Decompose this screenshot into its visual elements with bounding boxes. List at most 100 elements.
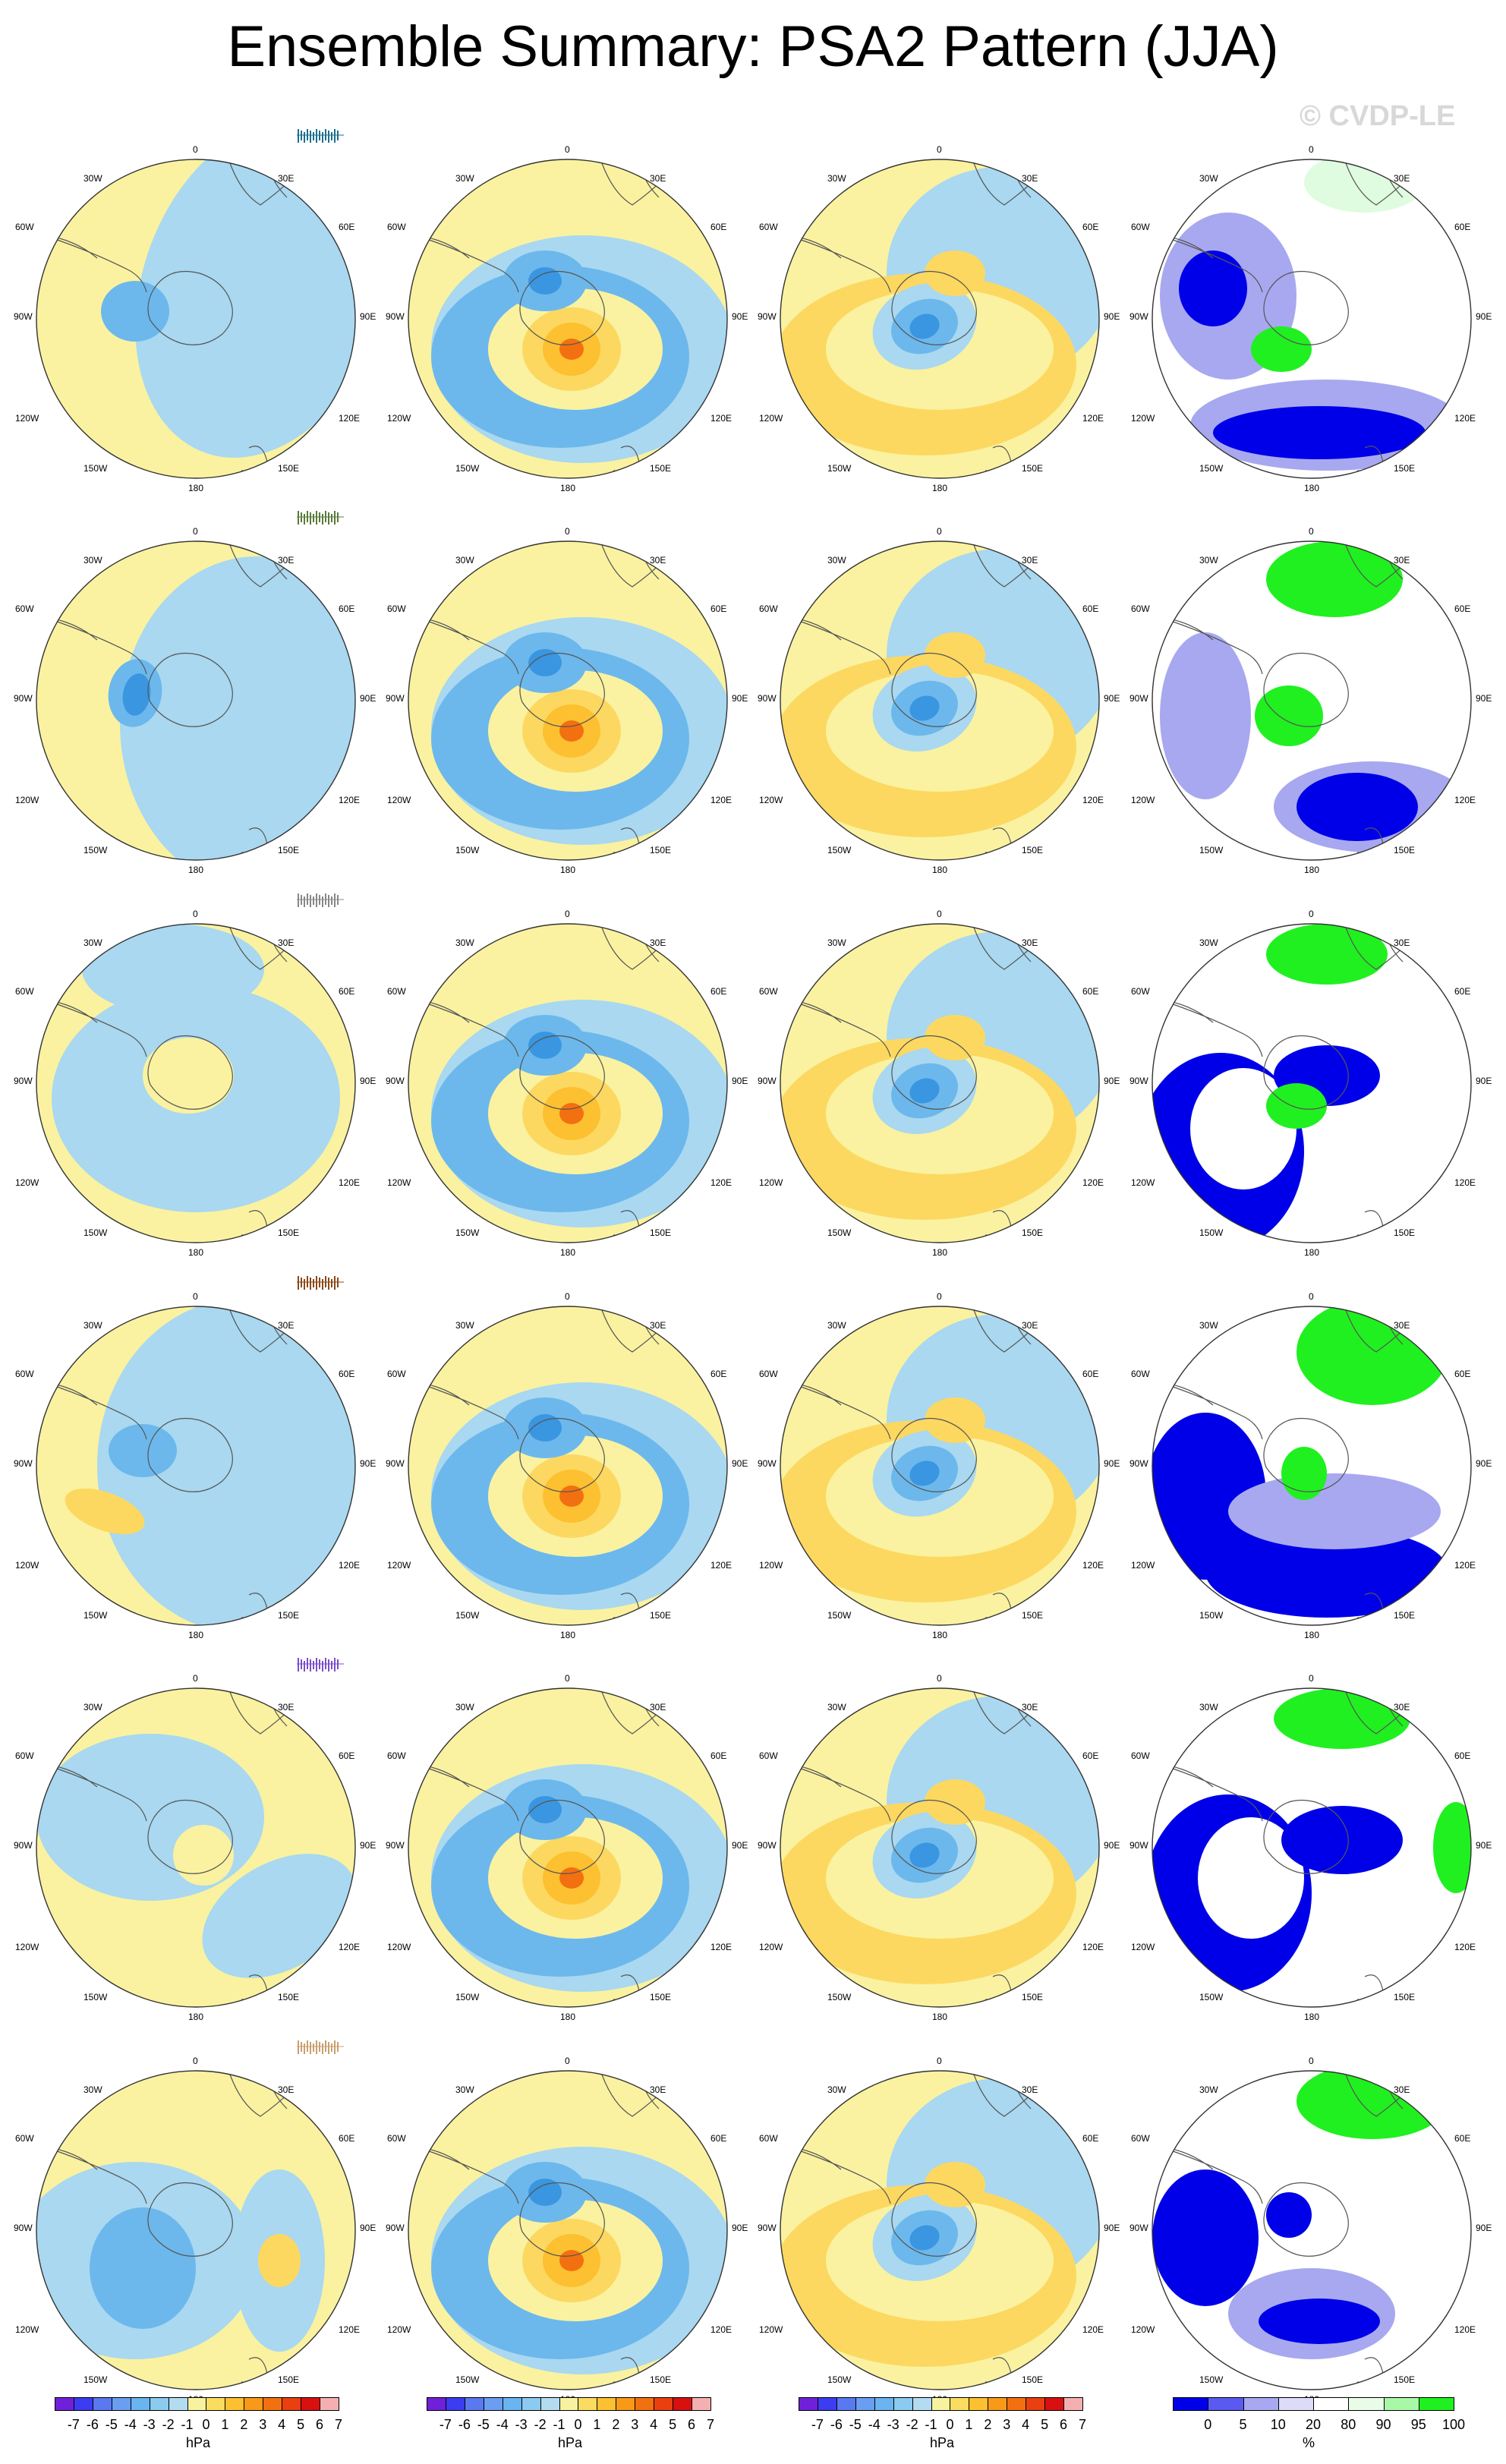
lon-label-w1: 30W bbox=[83, 1320, 102, 1331]
map-border bbox=[780, 159, 1100, 479]
map-border bbox=[1152, 2070, 1472, 2390]
lon-label-w2: 60W bbox=[759, 1369, 778, 1379]
colorbar-tick: -5 bbox=[849, 2417, 862, 2432]
lon-label-e1: 30E bbox=[1022, 555, 1038, 566]
rank-region bbox=[1160, 632, 1251, 799]
lon-label-e2: 60E bbox=[710, 603, 727, 614]
map-border bbox=[36, 159, 356, 479]
lon-label-e3: 90E bbox=[1476, 1076, 1492, 1086]
lon-label-w1: 30W bbox=[1199, 1702, 1218, 1713]
colorbar-swatch bbox=[1007, 2397, 1027, 2411]
lon-label-s: 180 bbox=[560, 865, 576, 875]
colorbar-swatch bbox=[187, 2397, 207, 2411]
lon-label-w4: 120W bbox=[387, 1942, 411, 1952]
field-blob bbox=[90, 2207, 196, 2329]
colorbar-tick: 3 bbox=[631, 2417, 639, 2432]
lon-label-e5: 150E bbox=[278, 2374, 300, 2385]
colorbar-tick: 1 bbox=[965, 2417, 973, 2432]
map-border bbox=[408, 923, 728, 1243]
lon-label-w4: 120W bbox=[387, 413, 411, 424]
lon-label-e3: 90E bbox=[360, 693, 376, 704]
lon-label-e2: 60E bbox=[1454, 222, 1471, 232]
lon-label-e3: 90E bbox=[732, 2223, 748, 2233]
colorbar-tick: -6 bbox=[86, 2417, 99, 2432]
lon-label-w2: 60W bbox=[1131, 603, 1150, 614]
rank-region bbox=[1152, 1413, 1266, 1580]
lon-label-e5: 150E bbox=[1394, 463, 1416, 474]
polar-map bbox=[780, 2070, 1100, 2390]
colorbar-swatch bbox=[301, 2397, 321, 2411]
colorbar-tick: -2 bbox=[162, 2417, 175, 2432]
rank-region bbox=[1266, 924, 1388, 985]
field-blob bbox=[36, 1734, 264, 1901]
antarctica-coast bbox=[891, 2182, 977, 2257]
lon-label-e5: 150E bbox=[1394, 1992, 1416, 2002]
lon-label-w4: 120W bbox=[15, 1177, 39, 1188]
colorbar-swatch bbox=[111, 2397, 131, 2411]
lon-label-e4: 120E bbox=[710, 1560, 733, 1571]
field-blob bbox=[173, 1825, 234, 1886]
field-blob bbox=[925, 2162, 985, 2207]
field-blob bbox=[909, 314, 940, 339]
field-blob bbox=[909, 1078, 940, 1104]
lon-label-w2: 60W bbox=[759, 986, 778, 997]
antarctica-coast bbox=[1263, 2182, 1349, 2257]
lon-label-w2: 60W bbox=[759, 603, 778, 614]
lon-label-e4: 120E bbox=[1082, 1560, 1104, 1571]
colorbar-swatch bbox=[1418, 2397, 1454, 2411]
lon-label-e4: 120E bbox=[1082, 795, 1104, 805]
colorbar-tick: 3 bbox=[259, 2417, 267, 2432]
lon-label-e4: 120E bbox=[1454, 2324, 1476, 2335]
lon-label-w1: 30W bbox=[455, 937, 474, 948]
field-blob bbox=[528, 267, 562, 295]
lon-label-w4: 120W bbox=[1131, 795, 1155, 805]
lon-label-w5: 150W bbox=[827, 463, 852, 474]
lon-label-e2: 60E bbox=[1082, 1369, 1099, 1379]
rank-region bbox=[1213, 406, 1426, 459]
lon-label-w2: 60W bbox=[387, 986, 406, 997]
lon-label-e1: 30E bbox=[1394, 555, 1410, 566]
lon-label-w2: 60W bbox=[387, 1369, 406, 1379]
polar-map bbox=[36, 923, 356, 1243]
polar-map bbox=[1152, 1306, 1472, 1626]
lon-label-w4: 120W bbox=[759, 2324, 783, 2335]
lon-label-w2: 60W bbox=[387, 1750, 406, 1761]
lon-label-n: 0 bbox=[565, 1291, 570, 1302]
lon-label-w1: 30W bbox=[827, 555, 846, 566]
field-blob bbox=[559, 1103, 584, 1124]
colorbar-tick: 1 bbox=[593, 2417, 601, 2432]
lon-label-w3: 90W bbox=[1130, 2223, 1148, 2233]
field-blob bbox=[101, 281, 169, 342]
lon-label-w3: 90W bbox=[758, 1840, 777, 1851]
lon-label-e2: 60E bbox=[1454, 2133, 1471, 2144]
lon-label-e1: 30E bbox=[278, 937, 295, 948]
lon-label-w4: 120W bbox=[387, 2324, 411, 2335]
lon-label-w4: 120W bbox=[387, 1177, 411, 1188]
colorbar-tick: -4 bbox=[496, 2417, 509, 2432]
field-blob bbox=[528, 1796, 562, 1823]
map-border bbox=[1152, 923, 1472, 1243]
lon-label-e2: 60E bbox=[1082, 986, 1099, 997]
antarctica-coast bbox=[891, 1035, 977, 1110]
lon-label-s: 180 bbox=[1304, 483, 1320, 493]
lon-label-w5: 150W bbox=[1199, 2374, 1224, 2385]
colorbar-tick: -3 bbox=[887, 2417, 900, 2432]
colorbar-swatch bbox=[1208, 2397, 1244, 2411]
lon-label-e1: 30E bbox=[1022, 2084, 1038, 2095]
colorbar-tick: 4 bbox=[1022, 2417, 1030, 2432]
colorbar-tick: 10 bbox=[1270, 2417, 1286, 2432]
colorbar-swatch bbox=[692, 2397, 711, 2411]
map-border bbox=[36, 1687, 356, 2008]
lon-label-e3: 90E bbox=[1104, 311, 1120, 322]
lon-label-e4: 120E bbox=[1454, 1560, 1476, 1571]
colorbar-tick: 4 bbox=[650, 2417, 658, 2432]
antarctica-coast bbox=[519, 1799, 605, 1874]
lon-label-e4: 120E bbox=[710, 795, 733, 805]
lon-label-e5: 150E bbox=[278, 1227, 300, 1238]
map-border bbox=[36, 2070, 356, 2390]
field-blob bbox=[559, 1867, 584, 1889]
lon-label-e3: 90E bbox=[360, 311, 376, 322]
lon-label-e5: 150E bbox=[650, 2374, 672, 2385]
lon-label-e1: 30E bbox=[1394, 1702, 1410, 1713]
lon-label-w3: 90W bbox=[386, 1076, 405, 1086]
